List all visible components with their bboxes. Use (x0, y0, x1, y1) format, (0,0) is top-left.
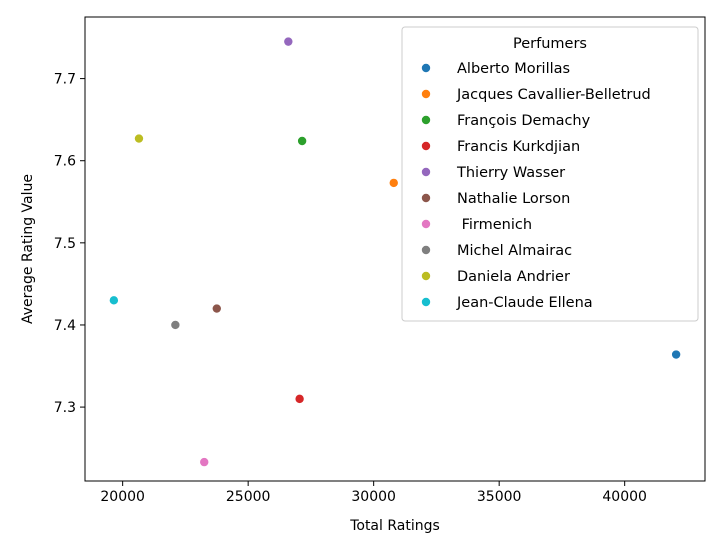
y-tick-label: 7.5 (54, 236, 76, 252)
legend-marker (420, 296, 431, 307)
legend-entry-label: Francis Kurkdjian (457, 139, 580, 155)
data-point (211, 303, 222, 314)
legend-marker (420, 218, 431, 229)
legend-marker (420, 166, 431, 177)
legend-box (401, 26, 699, 322)
legend-entry-label: Firmenich (457, 217, 532, 233)
plot-area (84, 16, 706, 482)
legend-marker (420, 192, 431, 203)
legend-entry-label: Michel Almairac (457, 243, 572, 259)
legend-entry-label: Daniela Andrier (457, 269, 570, 285)
data-point (170, 319, 181, 330)
y-tick-label: 7.3 (54, 400, 76, 416)
data-point (297, 136, 308, 147)
legend-marker (420, 140, 431, 151)
x-tick-label: 25000 (226, 489, 271, 505)
legend-marker (420, 63, 431, 74)
y-tick-label: 7.4 (54, 318, 76, 334)
y-axis-label: Average Rating Value (20, 174, 36, 324)
plot-frame (84, 16, 706, 482)
x-axis-label: Total Ratings (349, 518, 440, 534)
x-tick-label: 30000 (351, 489, 396, 505)
y-axis-ticks: 7.3 7.4 7.5 7.6 7.7 (54, 72, 85, 416)
legend-marker (420, 89, 431, 100)
data-point (671, 349, 682, 360)
legend-entry-label: François Demachy (457, 113, 591, 129)
x-tick-label: 40000 (602, 489, 647, 505)
data-point (283, 36, 294, 47)
data-point (133, 133, 144, 144)
y-tick-label: 7.6 (54, 154, 76, 170)
legend-marker (420, 244, 431, 255)
legend-marker (420, 270, 431, 281)
x-axis-ticks: 20000 25000 30000 35000 40000 (100, 481, 647, 505)
data-point (294, 393, 305, 404)
y-tick-label: 7.7 (54, 72, 76, 88)
legend-entry-label: Jean-Claude Ellena (456, 295, 593, 311)
legend-title: Perfumers (513, 36, 587, 52)
legend-entry-label: Thierry Wasser (456, 165, 565, 181)
legend-entry-label: Nathalie Lorson (457, 191, 570, 207)
data-point (199, 457, 210, 468)
data-points (108, 36, 682, 468)
legend: Perfumers Alberto Morillas Jacques Cavalli… (401, 26, 699, 322)
data-point (108, 295, 119, 306)
legend-marker (420, 115, 431, 126)
x-tick-label: 35000 (477, 489, 522, 505)
legend-entry-label: Alberto Morillas (457, 61, 570, 77)
data-point (388, 177, 399, 188)
x-tick-label: 20000 (100, 489, 145, 505)
legend-entry-label: Jacques Cavallier-Belletrud (456, 87, 651, 103)
